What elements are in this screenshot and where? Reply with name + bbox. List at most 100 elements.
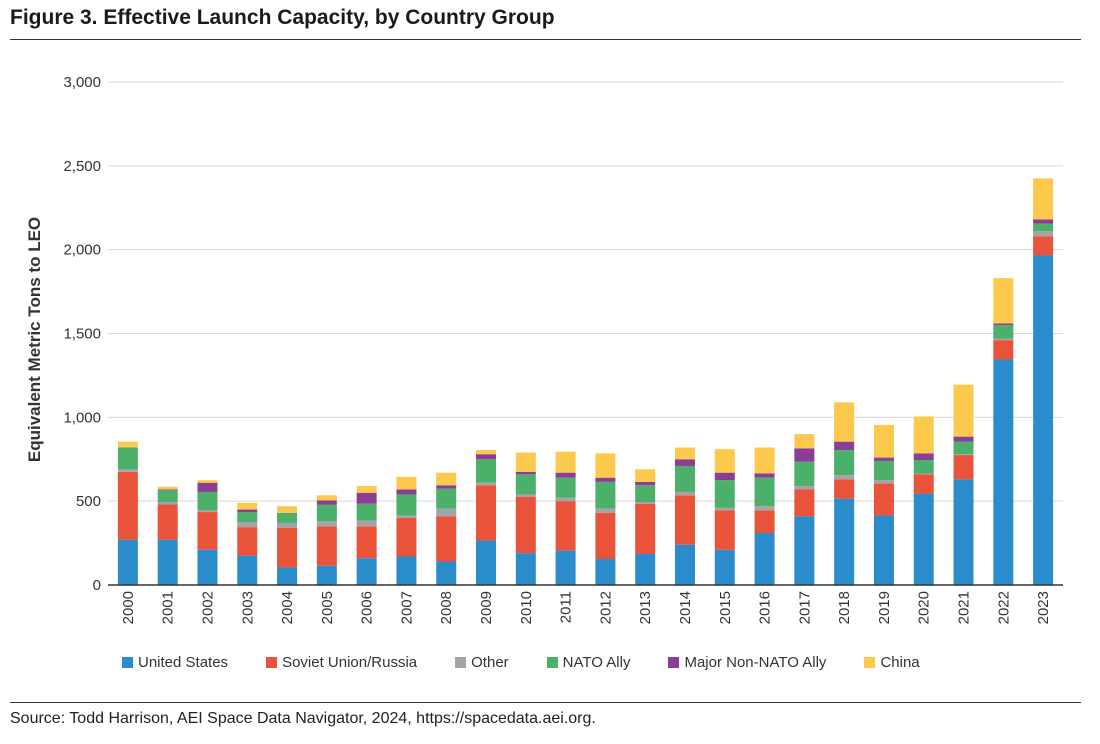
bar-segment-united-states-2011 bbox=[555, 550, 576, 585]
x-tick-label: 2011 bbox=[558, 591, 575, 623]
bar-segment-major-non-nato-ally-2006 bbox=[356, 492, 377, 504]
bar-segment-united-states-2017 bbox=[794, 516, 815, 585]
legend-label: Soviet Union/Russia bbox=[282, 653, 418, 671]
bar-segment-other-2001 bbox=[157, 502, 178, 505]
bar-segment-major-non-nato-ally-2011 bbox=[555, 472, 576, 478]
x-tick-label: 2021 bbox=[956, 591, 973, 624]
bar-segment-soviet-union-russia-2001 bbox=[157, 504, 178, 540]
x-tick-label: 2010 bbox=[518, 591, 535, 624]
bar-segment-nato-ally-2009 bbox=[476, 459, 497, 483]
legend-label: Other bbox=[471, 653, 509, 671]
x-tick-label: 2015 bbox=[717, 591, 734, 624]
legend-item-other: Other bbox=[455, 654, 509, 671]
legend-item-soviet-union-russia: Soviet Union/Russia bbox=[266, 654, 417, 671]
x-tick-label: 2012 bbox=[597, 591, 614, 624]
bar-segment-soviet-union-russia-2023 bbox=[1033, 236, 1054, 256]
bar-segment-nato-ally-2004 bbox=[277, 512, 298, 523]
bar-segment-other-2008 bbox=[436, 508, 457, 517]
bar-segment-united-states-2001 bbox=[157, 539, 178, 585]
bar-segment-china-2011 bbox=[555, 451, 576, 473]
bar-segment-soviet-union-russia-2010 bbox=[515, 496, 536, 554]
bars bbox=[117, 178, 1054, 585]
bar-segment-nato-ally-2018 bbox=[834, 450, 855, 476]
bar-segment-nato-ally-2015 bbox=[714, 480, 735, 508]
bar-segment-china-2004 bbox=[277, 506, 298, 513]
y-tick-label: 2,000 bbox=[63, 242, 101, 259]
bar-segment-nato-ally-2005 bbox=[316, 504, 337, 522]
y-tick-label: 1,000 bbox=[63, 409, 101, 426]
bar-segment-china-2007 bbox=[396, 476, 417, 490]
x-tick-label: 2022 bbox=[995, 591, 1012, 624]
x-tick-label: 2000 bbox=[120, 591, 137, 624]
bar-segment-major-non-nato-ally-2021 bbox=[953, 436, 974, 442]
bar-segment-nato-ally-2019 bbox=[873, 460, 894, 481]
bar-segment-nato-ally-2010 bbox=[515, 474, 536, 495]
bar-segment-united-states-2008 bbox=[436, 561, 457, 585]
bar-segment-china-2020 bbox=[913, 416, 934, 454]
bar-segment-china-2000 bbox=[117, 441, 138, 448]
bar-segment-nato-ally-2021 bbox=[953, 441, 974, 455]
x-tick-label: 2002 bbox=[199, 591, 216, 624]
x-tick-label: 2009 bbox=[478, 591, 495, 624]
bar-segment-nato-ally-2006 bbox=[356, 503, 377, 521]
bar-segment-major-non-nato-ally-2007 bbox=[396, 489, 417, 495]
bar-segment-major-non-nato-ally-2016 bbox=[754, 473, 775, 478]
bar-segment-other-2005 bbox=[316, 521, 337, 527]
legend-label: Major Non-NATO Ally bbox=[684, 653, 827, 671]
bar-segment-china-2001 bbox=[157, 486, 178, 490]
x-tick-label: 2003 bbox=[239, 591, 256, 624]
bar-segment-nato-ally-2014 bbox=[674, 465, 695, 492]
bar-segment-united-states-2014 bbox=[674, 544, 695, 585]
legend-swatch bbox=[266, 656, 278, 668]
bar-segment-china-2023 bbox=[1033, 178, 1054, 220]
bar-segment-other-2013 bbox=[635, 502, 656, 504]
bar-segment-other-2004 bbox=[277, 522, 298, 528]
x-tick-label: 2006 bbox=[359, 591, 376, 624]
bar-segment-united-states-2018 bbox=[834, 498, 855, 585]
x-tick-label: 2008 bbox=[438, 591, 455, 624]
legend-swatch bbox=[546, 656, 558, 668]
legend-label: China bbox=[880, 653, 920, 671]
bar-segment-united-states-2002 bbox=[197, 549, 218, 585]
bar-segment-soviet-union-russia-2021 bbox=[953, 455, 974, 480]
bar-segment-united-states-2015 bbox=[714, 549, 735, 585]
bar-segment-united-states-2009 bbox=[476, 540, 497, 585]
bar-segment-major-non-nato-ally-2020 bbox=[913, 453, 934, 461]
bar-segment-soviet-union-russia-2016 bbox=[754, 510, 775, 534]
legend-swatch bbox=[864, 656, 876, 668]
title-rule bbox=[10, 39, 1081, 40]
bar-segment-other-2012 bbox=[595, 508, 616, 513]
x-tick-label: 2017 bbox=[796, 591, 813, 624]
bar-segment-soviet-union-russia-2014 bbox=[674, 495, 695, 545]
x-tick-label: 2001 bbox=[160, 591, 177, 624]
bar-segment-soviet-union-russia-2006 bbox=[356, 526, 377, 559]
legend-label: United States bbox=[138, 653, 229, 671]
bar-segment-soviet-union-russia-2020 bbox=[913, 474, 934, 494]
bar-segment-nato-ally-2002 bbox=[197, 491, 218, 511]
bar-segment-other-2016 bbox=[754, 506, 775, 511]
y-axis-ticks: 0 500 1,000 1,500 2,000 2,500 3,000 bbox=[63, 74, 101, 594]
bar-segment-united-states-2005 bbox=[316, 565, 337, 585]
bar-segment-nato-ally-2003 bbox=[237, 512, 258, 523]
bar-segment-major-non-nato-ally-2013 bbox=[635, 481, 656, 486]
bar-segment-china-2006 bbox=[356, 486, 377, 493]
y-tick-label: 1,500 bbox=[63, 326, 101, 343]
legend-item-united-states: United States bbox=[122, 654, 228, 671]
legend-item-nato-ally: NATO Ally bbox=[546, 654, 630, 671]
bar-segment-soviet-union-russia-2013 bbox=[635, 503, 656, 554]
legend-item-major-non-nato-ally: Major Non-NATO Ally bbox=[668, 654, 826, 671]
bar-segment-nato-ally-2016 bbox=[754, 477, 775, 507]
y-tick-label: 2,500 bbox=[63, 158, 101, 175]
bar-segment-nato-ally-2008 bbox=[436, 488, 457, 509]
bar-segment-united-states-2010 bbox=[515, 553, 536, 585]
bar-segment-nato-ally-2013 bbox=[635, 485, 656, 503]
bar-segment-united-states-2006 bbox=[356, 558, 377, 585]
gridlines bbox=[108, 81, 1063, 502]
bar-segment-major-non-nato-ally-2001 bbox=[157, 489, 178, 491]
bar-segment-nato-ally-2012 bbox=[595, 481, 616, 509]
legend-swatch bbox=[122, 656, 133, 668]
bar-segment-soviet-union-russia-2022 bbox=[993, 340, 1014, 360]
bar-segment-major-non-nato-ally-2009 bbox=[476, 454, 497, 460]
legend-swatch bbox=[668, 656, 680, 668]
